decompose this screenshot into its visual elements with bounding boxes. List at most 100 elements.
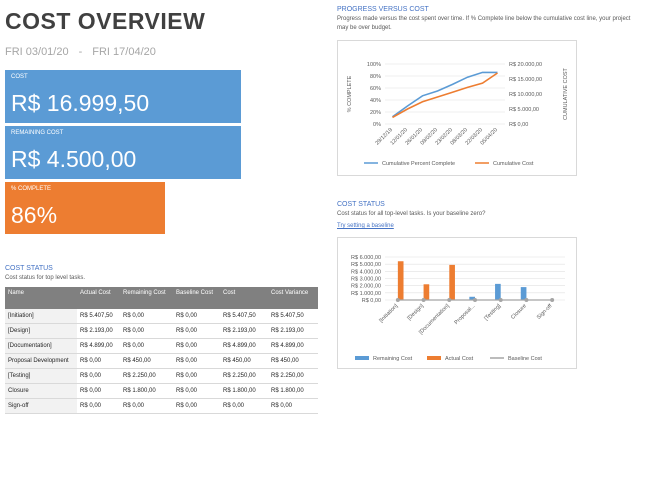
- y-tick-label: 80%: [370, 74, 381, 80]
- table-cell: R$ 0,00: [77, 398, 120, 414]
- column-header: Baseline Cost: [173, 287, 220, 309]
- table-cell: R$ 0,00: [120, 309, 173, 324]
- table-cell: R$ 450,00: [120, 353, 173, 369]
- table-cell: R$ 450,00: [220, 353, 268, 369]
- table-cell: R$ 4.899,00: [268, 338, 318, 354]
- table-cell: [Testing]: [5, 368, 77, 384]
- table-cell: R$ 5.407,50: [268, 309, 318, 324]
- y-tick-label: 20%: [370, 110, 381, 116]
- table-row: Sign-off R$ 0,00 R$ 0,00 R$ 0,00 R$ 0,00 R$ 0…: [5, 398, 318, 414]
- table-cell: Closure: [5, 383, 77, 399]
- legend-label: Baseline Cost: [508, 356, 542, 362]
- table-cell: Proposal Development: [5, 353, 77, 369]
- series-line: [392, 72, 498, 119]
- y-tick-label: 0%: [373, 122, 381, 128]
- table-cell: [Initiation]: [5, 309, 77, 324]
- table-cell: R$ 0,00: [173, 338, 220, 354]
- y-tick-label: R$ 10.000,00: [509, 92, 542, 98]
- column-header: Remaining Cost: [120, 287, 173, 309]
- card-value: R$ 4.500,00: [11, 146, 137, 172]
- bar: [423, 284, 430, 300]
- page-title: COST OVERVIEW: [5, 8, 206, 34]
- baseline-link[interactable]: Try setting a baseline: [337, 223, 394, 229]
- column-header: Cost Variance: [268, 287, 318, 309]
- bar: [449, 264, 455, 300]
- table-cell: [Design]: [5, 323, 77, 339]
- y-tick-label: R$ 4.000,00: [351, 269, 381, 275]
- table-row: [Testing] R$ 0,00 R$ 2.250,00 R$ 0,00 R$ 2.2…: [5, 368, 318, 384]
- progress-chart: 0% 20% 40% 60% 80% 100% R$ 0,00 R$ 5.000,00 R$ 1…: [337, 40, 577, 176]
- column-header: Actual Cost: [77, 287, 120, 309]
- date-range: FRI 03/01/20- FRI 17/04/20: [5, 46, 166, 58]
- y-tick-label: 40%: [370, 98, 381, 104]
- y-tick-label: 100%: [367, 62, 381, 68]
- bar: [520, 287, 527, 300]
- section-title: COST STATUS: [337, 201, 385, 208]
- bar: [397, 261, 404, 300]
- end-date: FRI 17/04/20: [92, 46, 156, 58]
- table-cell: R$ 0,00: [173, 309, 220, 324]
- card-value: 86%: [11, 202, 58, 228]
- table-cell: R$ 0,00: [77, 383, 120, 399]
- card-label: REMAINING COST: [11, 130, 64, 136]
- y2-axis-label: CUMULATIVE COST: [563, 67, 569, 119]
- table-cell: R$ 0,00: [173, 383, 220, 399]
- table-cell: R$ 4.899,00: [77, 338, 120, 354]
- table-cell: R$ 2.193,00: [220, 323, 268, 339]
- table-row: [Initiation] R$ 5.407,50 R$ 0,00 R$ 0,00 R$ …: [5, 309, 318, 324]
- table-cell: R$ 5.407,50: [77, 309, 120, 324]
- legend-label: Cumulative Percent Complete: [382, 161, 455, 167]
- y-tick-label: R$ 5.000,00: [509, 107, 539, 113]
- complete-card: % COMPLETE 86%: [5, 182, 165, 234]
- legend-swatch: [427, 356, 441, 360]
- section-subtitle: Cost status for all top-level tasks. Is …: [337, 211, 486, 217]
- y-tick-label: R$ 15.000,00: [509, 77, 542, 83]
- marker: [473, 298, 477, 302]
- table-cell: R$ 2.193,00: [77, 323, 120, 339]
- table-cell: R$ 0,00: [173, 368, 220, 384]
- separator: -: [78, 46, 83, 58]
- y-tick-label: R$ 5.000,00: [351, 262, 381, 268]
- section-title: PROGRESS VERSUS COST: [337, 6, 429, 13]
- card-label: % COMPLETE: [11, 186, 52, 192]
- y-tick-label: R$ 3.000,00: [351, 277, 381, 283]
- table-cell: R$ 0,00: [173, 353, 220, 369]
- marker: [447, 298, 452, 302]
- table-cell: R$ 1.800,00: [120, 383, 173, 399]
- series-line: [392, 71, 498, 118]
- card-value: R$ 16.999,50: [11, 90, 150, 116]
- bar: [495, 283, 501, 300]
- legend-label: Cumulative Cost: [493, 161, 534, 167]
- table-row: [Documentation] R$ 4.899,00 R$ 0,00 R$ 0,00…: [5, 338, 318, 354]
- table-cell: R$ 0,00: [173, 398, 220, 414]
- table-cell: [Documentation]: [5, 338, 77, 354]
- table-cell: R$ 450,00: [268, 353, 318, 369]
- y-tick-label: 60%: [370, 86, 381, 92]
- table-cell: R$ 0,00: [268, 398, 318, 414]
- bar: [469, 296, 475, 300]
- table-cell: R$ 1.800,00: [220, 383, 268, 399]
- table-cell: R$ 1.800,00: [268, 383, 318, 399]
- marker: [524, 298, 529, 302]
- table-cell: R$ 0,00: [120, 398, 173, 414]
- table-row: [Design] R$ 2.193,00 R$ 0,00 R$ 0,00 R$ 2.19…: [5, 323, 318, 339]
- marker: [395, 298, 400, 302]
- table-row: Closure R$ 0,00 R$ 1.800,00 R$ 0,00 R$ 1.800…: [5, 383, 318, 399]
- table-cell: R$ 0,00: [77, 368, 120, 384]
- chart-frame: [337, 40, 577, 176]
- table-cell: R$ 2.250,00: [120, 368, 173, 384]
- table-cell: R$ 0,00: [173, 323, 220, 339]
- remaining-card: REMAINING COST R$ 4.500,00: [5, 126, 241, 179]
- table-cell: R$ 0,00: [220, 398, 268, 414]
- card-label: COST: [11, 74, 28, 80]
- chart-frame: [337, 237, 577, 369]
- section-subtitle: Cost status for top level tasks.: [5, 275, 86, 281]
- y-tick-label: R$ 1.000,00: [351, 291, 381, 297]
- cost-status-chart: R$ 0,00R$ 1.000,00R$ 2.000,00R$ 3.000,00…: [337, 237, 577, 369]
- section-subtitle: Progress made versus the cost spent over…: [337, 16, 631, 31]
- table-cell: Sign-off: [5, 398, 77, 414]
- y-tick-label: R$ 20.000,00: [509, 62, 542, 68]
- section-title: COST STATUS: [5, 265, 53, 272]
- table-cell: R$ 0,00: [120, 338, 173, 354]
